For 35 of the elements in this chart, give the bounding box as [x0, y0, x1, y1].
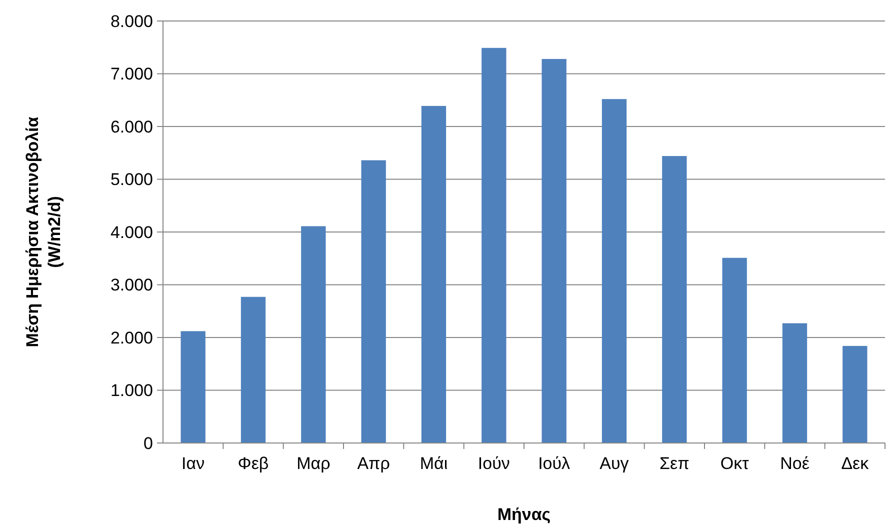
- x-tick-label: Μαρ: [296, 454, 330, 473]
- x-tick-label: Νοέ: [780, 454, 810, 473]
- bar: [482, 48, 506, 443]
- y-tick-label: 0: [144, 434, 153, 453]
- y-tick-label: 5.000: [110, 170, 153, 190]
- bar: [722, 258, 747, 443]
- x-axis-title: Μήνας: [497, 505, 551, 524]
- x-tick-label: Απρ: [357, 454, 390, 473]
- bar: [421, 106, 446, 443]
- y-tick-label: 6.000: [110, 117, 153, 136]
- x-tick-label: Ιούν: [478, 454, 510, 473]
- y-tick-label: 3.000: [110, 276, 153, 295]
- x-tick-label: Οκτ: [720, 454, 750, 473]
- bar: [240, 296, 266, 443]
- x-tick-label: Ιούλ: [538, 454, 571, 473]
- bar: [662, 156, 687, 443]
- bar: [361, 160, 386, 443]
- bar: [180, 331, 206, 443]
- x-tick-label: Μάι: [420, 454, 448, 473]
- x-tick-label: Σεπ: [660, 454, 690, 473]
- y-axis-title: Μέση Ημερήσια Ακτινοβολία (W/m2/d): [23, 116, 64, 348]
- bar: [301, 226, 326, 443]
- y-tick-label: 7.000: [110, 64, 153, 84]
- y-tick-label: 2.000: [110, 328, 153, 348]
- y-tick-label: 8.000: [110, 12, 153, 31]
- bar: [542, 58, 566, 443]
- y-tick-label: 4.000: [110, 222, 153, 242]
- y-tick-label: 1.000: [110, 381, 153, 400]
- x-tick-label: Ιαν: [182, 454, 205, 473]
- bar: [842, 346, 868, 443]
- x-tick-label: Αυγ: [600, 454, 630, 473]
- x-tick-label: Φεβ: [238, 454, 269, 473]
- bar: [782, 323, 808, 443]
- bar: [602, 99, 627, 443]
- x-tick-label: Δεκ: [841, 454, 870, 473]
